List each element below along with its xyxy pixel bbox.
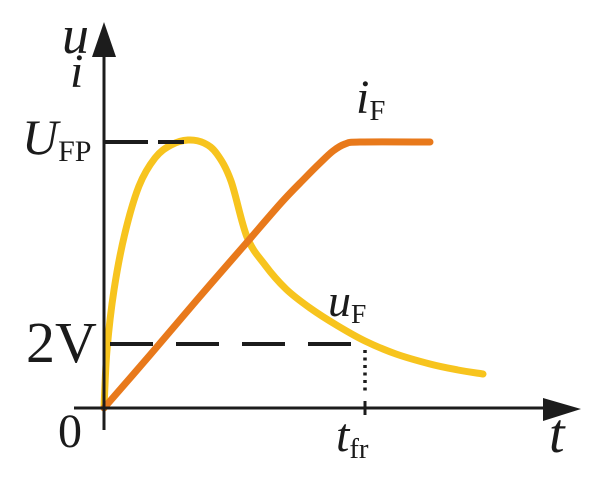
ufp-marker-main: U <box>22 109 59 165</box>
voltage-curve-label: uF <box>328 275 366 327</box>
origin-label: 0 <box>58 405 82 458</box>
voltage-curve-sub: F <box>351 297 367 329</box>
current-curve-sub: F <box>369 94 386 127</box>
y-axis-label-i: i <box>70 45 84 98</box>
curve-u_F <box>100 136 487 412</box>
current-curve-main: i <box>356 71 370 124</box>
two-volt-marker-label: 2V <box>26 310 97 375</box>
y-axis-label-u: u <box>62 5 89 65</box>
tfr-marker-sub: fr <box>349 432 369 465</box>
ufp-marker-sub: FP <box>58 135 92 169</box>
voltage-curve-main: u <box>328 275 351 326</box>
ufp-marker-label: UFP <box>22 109 91 167</box>
tfr-marker-label: tfr <box>336 409 369 464</box>
current-curve-label: iF <box>356 71 385 126</box>
tfr-marker-main: t <box>336 409 350 462</box>
curve-i_F <box>100 138 434 412</box>
y-axis-arrowhead-icon <box>92 22 116 57</box>
x-axis-arrowhead-icon <box>543 398 581 421</box>
x-axis-label-t: t <box>549 403 565 465</box>
